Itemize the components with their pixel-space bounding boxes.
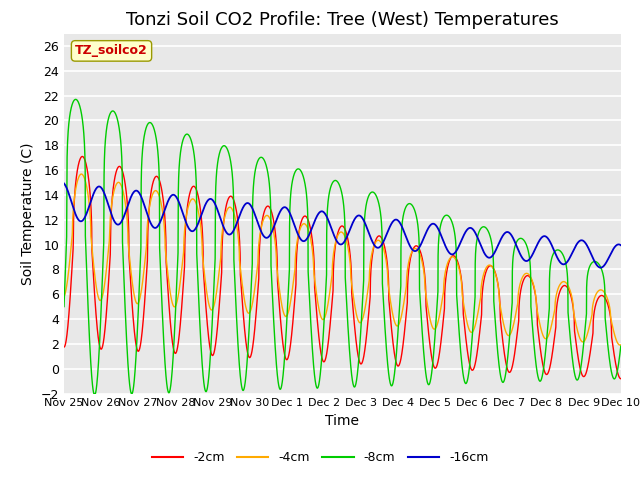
- X-axis label: Time: Time: [325, 414, 360, 428]
- Y-axis label: Soil Temperature (C): Soil Temperature (C): [21, 143, 35, 285]
- Legend: -2cm, -4cm, -8cm, -16cm: -2cm, -4cm, -8cm, -16cm: [147, 446, 493, 469]
- Text: TZ_soilco2: TZ_soilco2: [75, 44, 148, 58]
- Title: Tonzi Soil CO2 Profile: Tree (West) Temperatures: Tonzi Soil CO2 Profile: Tree (West) Temp…: [126, 11, 559, 29]
